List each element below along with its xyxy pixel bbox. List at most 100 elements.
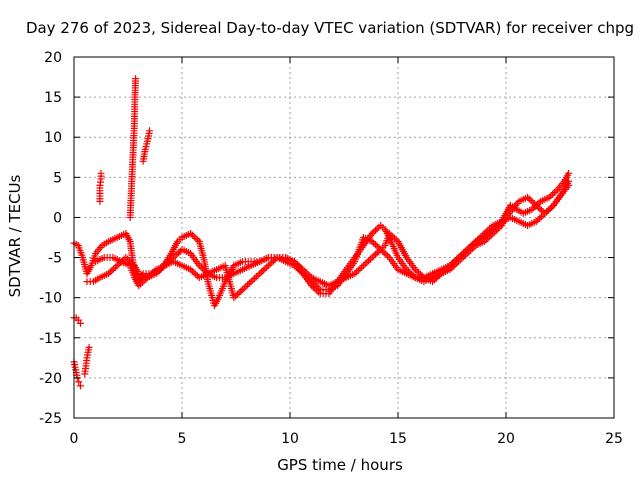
data-point bbox=[138, 278, 146, 286]
y-tick-label: -15 bbox=[39, 331, 62, 347]
data-point bbox=[266, 260, 274, 268]
y-tick-label: 0 bbox=[53, 210, 62, 226]
data-point bbox=[304, 270, 312, 278]
data-point bbox=[392, 236, 400, 244]
data-point bbox=[372, 226, 380, 234]
data-point bbox=[482, 232, 490, 240]
data-point bbox=[263, 263, 271, 271]
x-tick-label: 15 bbox=[389, 431, 407, 447]
data-point bbox=[372, 241, 380, 249]
data-point bbox=[543, 208, 551, 216]
data-point bbox=[235, 289, 243, 297]
data-point bbox=[384, 252, 392, 260]
data-point bbox=[544, 206, 552, 214]
data-point bbox=[76, 319, 84, 327]
data-point bbox=[537, 206, 545, 214]
data-point bbox=[238, 286, 246, 294]
grid-lines bbox=[74, 57, 614, 418]
data-point bbox=[532, 217, 540, 225]
data-point bbox=[175, 249, 183, 257]
data-point bbox=[137, 280, 145, 288]
x-axis-label: GPS time / hours bbox=[277, 456, 403, 474]
data-point bbox=[492, 222, 500, 230]
data-point bbox=[311, 285, 319, 293]
data-point bbox=[247, 278, 255, 286]
data-point bbox=[294, 261, 302, 269]
data-point bbox=[461, 247, 469, 255]
data-point bbox=[271, 255, 279, 263]
data-point bbox=[230, 294, 238, 302]
data-point bbox=[460, 249, 468, 257]
series-track-b bbox=[83, 177, 573, 298]
data-point bbox=[489, 225, 497, 233]
data-point bbox=[550, 189, 558, 197]
data-point bbox=[75, 378, 83, 386]
series-track-c bbox=[92, 181, 573, 302]
series-segment-d bbox=[70, 314, 84, 327]
data-point bbox=[380, 249, 388, 257]
data-point bbox=[135, 282, 143, 290]
data-point bbox=[76, 382, 84, 390]
data-point bbox=[547, 192, 555, 200]
data-point bbox=[463, 246, 471, 254]
data-point bbox=[237, 287, 245, 295]
data-point bbox=[132, 75, 140, 83]
data-point bbox=[524, 193, 532, 201]
data-point bbox=[308, 282, 316, 290]
data-point bbox=[140, 277, 148, 285]
data-point bbox=[173, 250, 181, 258]
data-point bbox=[110, 265, 118, 273]
data-point bbox=[232, 292, 240, 300]
data-point bbox=[536, 214, 544, 222]
data-point bbox=[368, 254, 376, 262]
data-point bbox=[290, 258, 298, 266]
data-point bbox=[378, 247, 386, 255]
data-point bbox=[188, 267, 196, 275]
data-point bbox=[391, 234, 399, 242]
data-point bbox=[264, 262, 272, 270]
data-point bbox=[188, 231, 196, 239]
series-segment-i bbox=[139, 127, 154, 165]
data-point bbox=[372, 250, 380, 258]
data-point bbox=[145, 272, 153, 280]
data-point bbox=[122, 254, 130, 262]
data-point bbox=[484, 230, 492, 238]
data-point bbox=[468, 241, 476, 249]
series-segment-h bbox=[126, 75, 140, 221]
data-point bbox=[536, 205, 544, 213]
data-point bbox=[268, 258, 276, 266]
data-point bbox=[254, 271, 262, 279]
data-point bbox=[458, 250, 466, 258]
y-tick-label: 5 bbox=[53, 170, 62, 186]
data-point bbox=[358, 263, 366, 271]
data-point bbox=[245, 279, 253, 287]
data-point bbox=[537, 213, 545, 221]
data-point bbox=[494, 221, 502, 229]
data-point bbox=[446, 262, 454, 270]
data-point bbox=[528, 205, 536, 213]
data-point bbox=[356, 265, 364, 273]
data-point bbox=[97, 169, 105, 177]
data-point bbox=[451, 257, 459, 265]
data-point bbox=[359, 262, 367, 270]
data-point bbox=[147, 270, 155, 278]
data-point bbox=[486, 229, 494, 237]
data-point bbox=[532, 201, 540, 209]
y-tick-label: -20 bbox=[39, 371, 62, 387]
data-point bbox=[546, 205, 554, 213]
data-point bbox=[411, 266, 419, 274]
data-point bbox=[171, 252, 179, 260]
data-point bbox=[467, 242, 475, 250]
data-point bbox=[187, 266, 195, 274]
data-point bbox=[192, 270, 200, 278]
data-point bbox=[85, 343, 93, 351]
data-point bbox=[315, 288, 323, 296]
data-point bbox=[299, 266, 307, 274]
series-track-a bbox=[70, 169, 573, 310]
data-point bbox=[190, 233, 198, 241]
data-point bbox=[527, 197, 535, 205]
data-point bbox=[449, 258, 457, 266]
data-point bbox=[354, 266, 362, 274]
data-point bbox=[377, 246, 385, 254]
